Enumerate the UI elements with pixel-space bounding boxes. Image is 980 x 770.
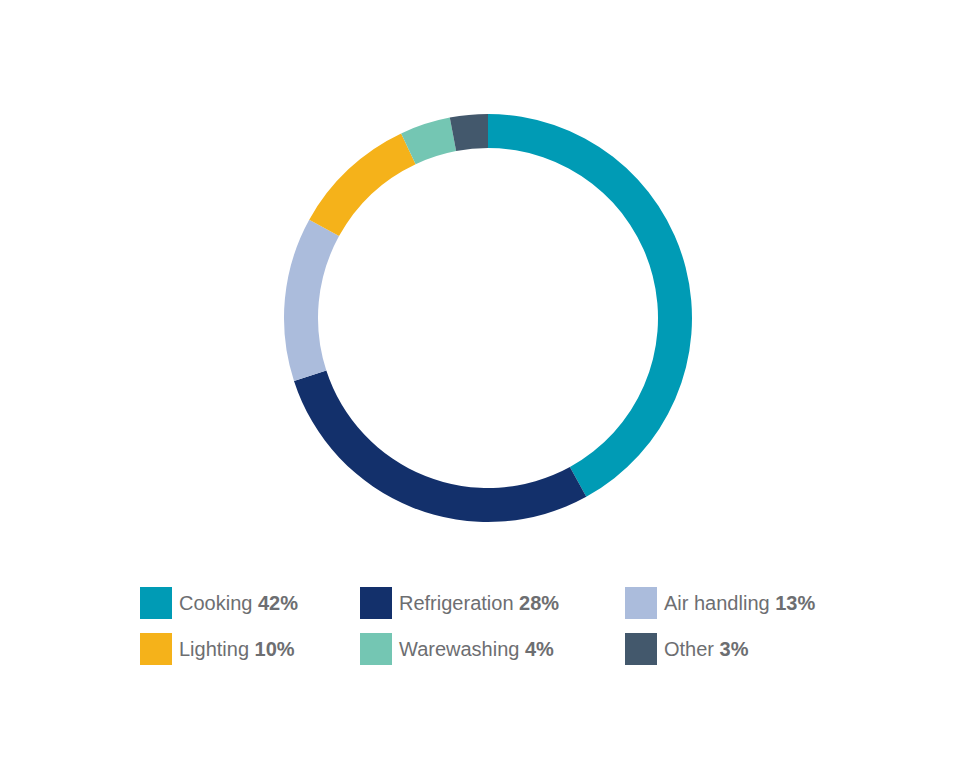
svg-text:Cooking: Cooking	[179, 592, 258, 614]
svg-text:Warewashing: Warewashing	[399, 638, 525, 660]
svg-text:3%: 3%	[720, 638, 749, 660]
svg-text:13%: 13%	[775, 592, 815, 614]
svg-text:Refrigeration: Refrigeration	[399, 592, 519, 614]
svg-text:4%: 4%	[525, 638, 554, 660]
svg-text:10%: 10%	[255, 638, 295, 660]
svg-text:Other: Other	[664, 638, 720, 660]
svg-text:Air handling: Air handling	[664, 592, 775, 614]
svg-text:28%: 28%	[519, 592, 559, 614]
svg-text:42%: 42%	[258, 592, 298, 614]
svg-text:Lighting: Lighting	[179, 638, 255, 660]
